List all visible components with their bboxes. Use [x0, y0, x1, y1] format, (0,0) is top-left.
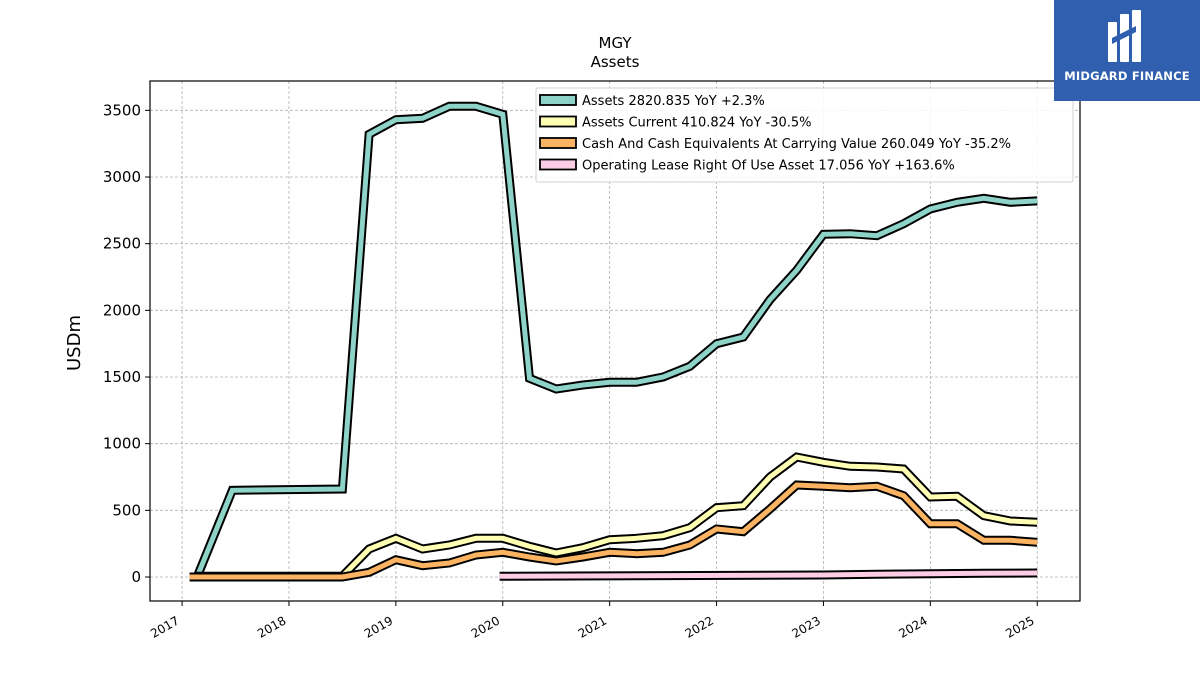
company-logo: MIDGARD FINANCE	[1054, 0, 1200, 101]
legend-label: Assets 2820.835 YoY +2.3%	[582, 94, 765, 109]
legend-swatch	[539, 94, 577, 106]
legend-swatch	[539, 137, 577, 149]
chart-subtitle: Assets	[591, 53, 640, 71]
legend-label: Operating Lease Right Of Use Asset 17.05…	[582, 159, 955, 174]
series-line	[189, 482, 1038, 580]
plot-frame	[149, 80, 1081, 602]
y-tick-label: 1500	[103, 368, 141, 386]
legend: Assets 2820.835 YoY +2.3% Assets Current …	[535, 87, 1074, 183]
y-tick-label: 2500	[103, 235, 141, 253]
series-line	[196, 454, 1038, 579]
y-tick-label: 3000	[103, 168, 141, 186]
legend-label: Cash And Cash Equivalents At Carrying Va…	[582, 137, 1011, 152]
legend-box	[535, 87, 1074, 183]
y-tick-label: 500	[112, 501, 141, 519]
y-tick-label: 2000	[103, 301, 141, 319]
x-tick-label: 2023	[789, 613, 822, 640]
x-tick-label: 2017	[148, 613, 181, 640]
legend-swatch	[539, 115, 577, 128]
logo-text: MIDGARD FINANCE	[1064, 69, 1190, 83]
legend-swatch	[539, 158, 577, 171]
x-tick-label: 2022	[683, 613, 716, 640]
y-tick-label: 1000	[103, 435, 141, 453]
y-axis-label: USDm	[64, 315, 85, 371]
x-tick-label: 2020	[469, 613, 502, 640]
series-lines	[189, 101, 1038, 582]
series-line-outline	[189, 480, 1038, 582]
legend-label: Assets Current 410.824 YoY -30.5%	[582, 116, 812, 131]
logo-mark-icon	[1108, 10, 1141, 62]
x-tick-label: 2019	[362, 613, 395, 640]
chart-title: MGY	[599, 34, 633, 52]
series-line	[193, 103, 1038, 581]
x-tick-label: 2025	[1003, 613, 1036, 640]
x-tick-label: 2024	[896, 613, 929, 640]
series-line	[499, 570, 1038, 579]
y-tick-label: 0	[131, 568, 141, 586]
y-tick-label: 3500	[103, 101, 141, 119]
x-tick-label: 2018	[255, 613, 288, 640]
x-tick-label: 2021	[576, 613, 609, 640]
